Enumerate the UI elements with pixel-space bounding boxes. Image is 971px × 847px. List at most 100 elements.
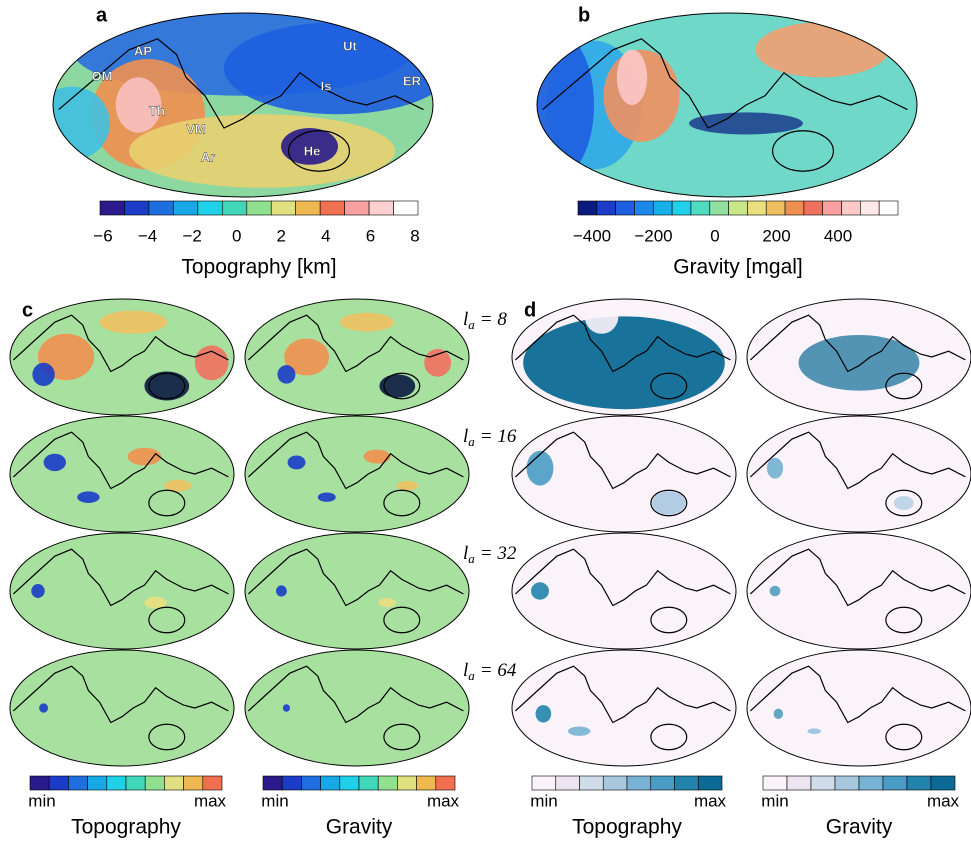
colorbar-cell [763, 776, 787, 790]
colorbar-cell [672, 201, 691, 215]
colorbar-cell [164, 776, 183, 790]
map-anomaly [767, 458, 783, 479]
colorbar-cell [369, 201, 393, 215]
colorbar-cell [698, 776, 722, 790]
map-anomaly [128, 448, 162, 465]
colorbar-title: Gravity [mgal] [673, 256, 803, 279]
colorbar-cell [320, 201, 344, 215]
map-anomaly [518, 31, 594, 178]
colorbar-cell [126, 776, 145, 790]
map-anomaly [807, 728, 820, 734]
map [245, 533, 469, 649]
map-anomaly [129, 114, 395, 188]
colorbar-tick-label: 2 [277, 226, 286, 245]
colorbar-cell [301, 776, 320, 790]
map-anomaly [277, 365, 295, 384]
colorbar-cell [321, 776, 340, 790]
map-anomaly [31, 584, 44, 598]
colorbar-cell [766, 201, 785, 215]
colorbar-cell [247, 201, 271, 215]
map [512, 299, 736, 415]
colorbar-tick-label: 400 [824, 226, 852, 245]
colorbar-title: Gravity [326, 816, 393, 839]
colorbar-cell [532, 776, 556, 790]
place-label: AP [134, 43, 152, 58]
map [245, 650, 469, 766]
colorbar-tick-label: 0 [710, 226, 719, 245]
map-anomaly [827, 306, 847, 327]
colorbar-cell [842, 201, 861, 215]
map-anomaly [288, 455, 306, 469]
colorbar-cell [634, 201, 653, 215]
panel-label: d [524, 299, 536, 321]
colorbar-cell [397, 776, 416, 790]
map-anomaly [617, 50, 647, 105]
colorbar-cell [835, 776, 859, 790]
colorbar-cell [49, 776, 68, 790]
colorbar-tick-label: −2 [182, 226, 201, 245]
colorbar-title: Topography [71, 816, 181, 839]
colorbar-cell [282, 776, 301, 790]
map-anomaly [689, 112, 803, 134]
map-anomaly [144, 372, 189, 401]
map [512, 533, 736, 649]
colorbar-cell [691, 201, 710, 215]
colorbar-cell [296, 201, 320, 215]
colorbar-cell [578, 201, 597, 215]
map [34, 4, 452, 197]
map [245, 416, 469, 532]
map [512, 416, 736, 532]
row-label: la= 8 [463, 309, 507, 332]
colorbar-cell [616, 201, 635, 215]
colorbar-tick-label: −200 [634, 226, 672, 245]
map-anomaly [378, 598, 396, 607]
map [10, 416, 234, 532]
colorbar-cell [222, 201, 246, 215]
map-anomaly [531, 582, 549, 599]
row-label-equals: = 8 [480, 309, 508, 330]
colorbar-max: max [427, 791, 460, 810]
map-anomaly [283, 704, 290, 711]
colorbar-cell [747, 201, 766, 215]
colorbar-tick-label: −6 [93, 226, 112, 245]
colorbar-cell [787, 776, 811, 790]
colorbar-max: max [194, 791, 227, 810]
map [747, 299, 971, 415]
colorbar-cell [823, 201, 842, 215]
figure: a b c d Topography [km] Gravity [mgal] −… [0, 0, 971, 842]
colorbar-cell [811, 776, 835, 790]
colorbar-cell [149, 201, 173, 215]
colorbar-cell [68, 776, 87, 790]
colorbar-cell [198, 201, 222, 215]
colorbar-cell [100, 201, 124, 215]
place-label: Ut [343, 38, 357, 53]
map-anomaly [894, 496, 914, 510]
map-background [747, 650, 971, 766]
colorbar-cell [203, 776, 222, 790]
row-label-subscript: a [468, 434, 475, 449]
colorbar-cell [184, 776, 203, 790]
map-anomaly [364, 450, 391, 464]
colorbar-tick-label: 200 [762, 226, 790, 245]
colorbar-cell [931, 776, 955, 790]
colorbar-cell [340, 776, 359, 790]
colorbar-cell [378, 776, 397, 790]
colorbar-cell [417, 776, 436, 790]
colorbar-cell [30, 776, 49, 790]
row-label-subscript: a [468, 668, 475, 683]
map-anomaly [568, 727, 590, 736]
colorbar-cell [359, 776, 378, 790]
map-background [245, 650, 469, 766]
colorbar-title: Topography [572, 816, 682, 839]
colorbar-cell [271, 201, 295, 215]
colorbar-cell [907, 776, 931, 790]
panel-label: c [22, 299, 33, 321]
colorbar-cell [88, 776, 107, 790]
map-anomaly [276, 585, 287, 596]
place-label: He [304, 143, 321, 158]
map [747, 416, 971, 532]
map-anomaly [756, 22, 889, 77]
colorbar-cell [710, 201, 729, 215]
map-anomaly [379, 374, 415, 397]
map-anomaly [39, 703, 48, 712]
